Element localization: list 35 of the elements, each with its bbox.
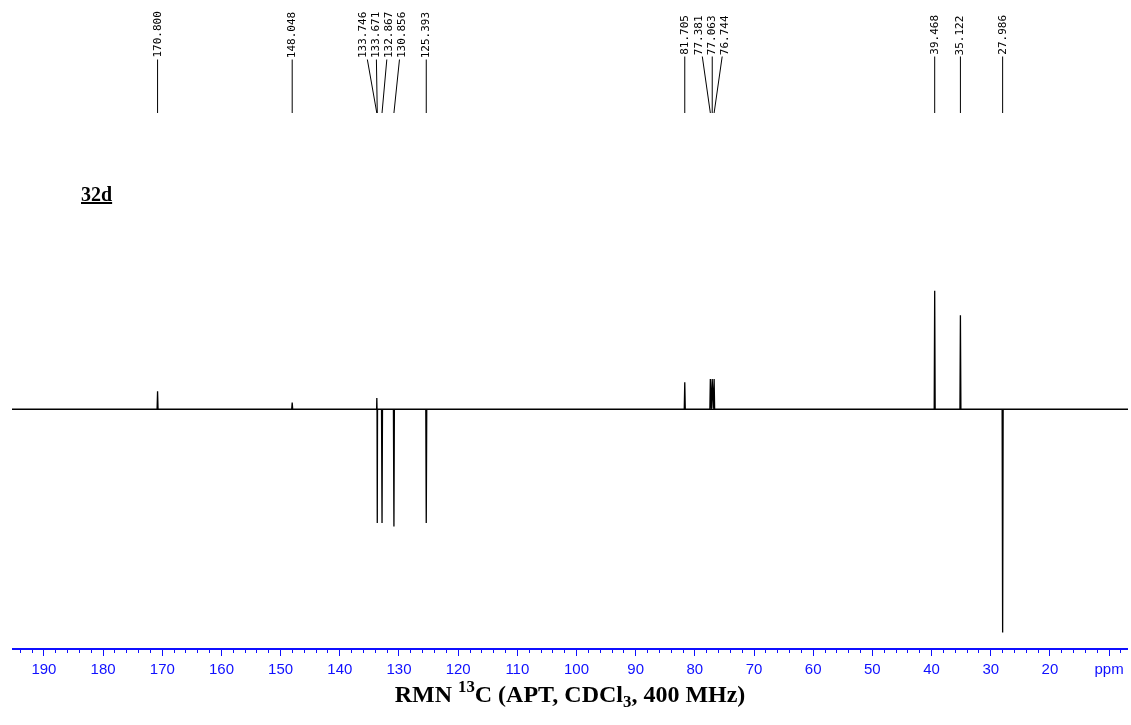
text: 81.705 [677, 15, 691, 55]
x-tick-label: 110 [505, 660, 530, 677]
text: 148.048 [285, 11, 299, 59]
text: 133.671 [369, 11, 383, 59]
x-tick-label: 50 [864, 660, 881, 677]
x-tick-label: 100 [563, 660, 590, 677]
text: 32d [81, 183, 113, 205]
x-tick-label: 160 [208, 660, 234, 677]
text: 125.393 [419, 11, 433, 59]
text: 35.122 [953, 15, 967, 56]
x-tick-label: 30 [982, 660, 1000, 677]
x-tick-label: 170 [149, 660, 175, 677]
text: 133.746 [356, 11, 370, 59]
x-tick-label: 60 [804, 660, 822, 677]
x-axis-title: RMN $^{13}$C (APT, CDCl$_{3}$, 400 MHz) [394, 677, 746, 712]
x-tick-label: 130 [386, 660, 412, 677]
text: 39.468 [927, 14, 941, 55]
text: 132.867 [382, 11, 396, 59]
x-tick-label: 150 [268, 660, 294, 677]
x-tick-label: ppm [1094, 660, 1124, 677]
x-tick-label: 70 [745, 660, 763, 677]
x-tick-label: 140 [327, 660, 353, 677]
text: 77.063 [705, 15, 719, 56]
text: 76.744 [718, 15, 732, 56]
x-tick-label: 40 [923, 660, 940, 677]
x-tick-label: 190 [31, 660, 57, 677]
x-tick-label: 20 [1041, 660, 1059, 677]
text: 27.986 [995, 14, 1009, 55]
x-tick-label: 180 [90, 660, 116, 677]
text: 77.381 [692, 15, 706, 56]
x-tick-label: 80 [686, 660, 704, 677]
text: 130.856 [395, 11, 409, 59]
x-tick-label: 90 [627, 660, 645, 677]
x-tick-label: 120 [445, 660, 471, 677]
text: 170.800 [150, 11, 164, 58]
